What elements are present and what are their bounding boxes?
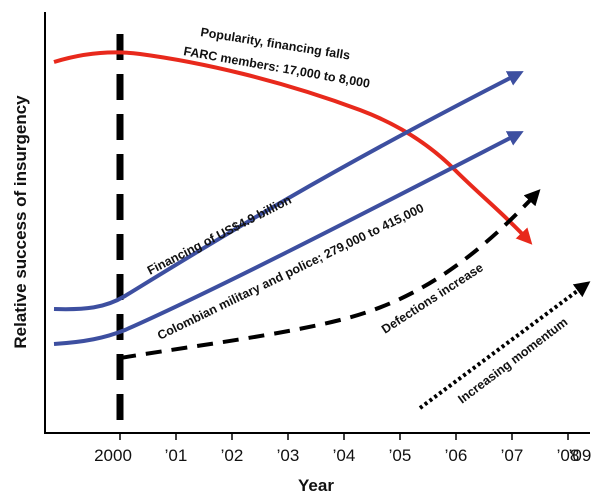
- x-tick-label: ’09: [569, 446, 592, 465]
- x-tick-label: ’04: [333, 446, 356, 465]
- financing-curve: [53, 71, 524, 312]
- farc-popularity-curve: [53, 50, 533, 245]
- defections-curve: [119, 189, 541, 360]
- x-tick-label: ’06: [445, 446, 468, 465]
- x-tick-label: ’02: [221, 446, 244, 465]
- military-police-curve: [53, 131, 524, 346]
- x-tick-label: ’05: [389, 446, 412, 465]
- momentum-arrow: [418, 281, 591, 410]
- x-tick-label: 2000: [94, 446, 132, 465]
- x-tick-label: ’07: [501, 446, 524, 465]
- financing-label: Financing of US$4.9 billion: [145, 193, 294, 278]
- y-axis-title: Relative success of insurgency: [11, 95, 30, 349]
- x-tick-label: ’03: [277, 446, 300, 465]
- defections-label: Defections increase: [379, 260, 486, 336]
- x-tick-label: ’08: [557, 446, 580, 465]
- momentum-label: Increasing momentum: [455, 315, 570, 406]
- x-axis-title: Year: [298, 476, 334, 495]
- x-tick-label: ’01: [165, 446, 188, 465]
- x-tick-marks: [119, 433, 569, 440]
